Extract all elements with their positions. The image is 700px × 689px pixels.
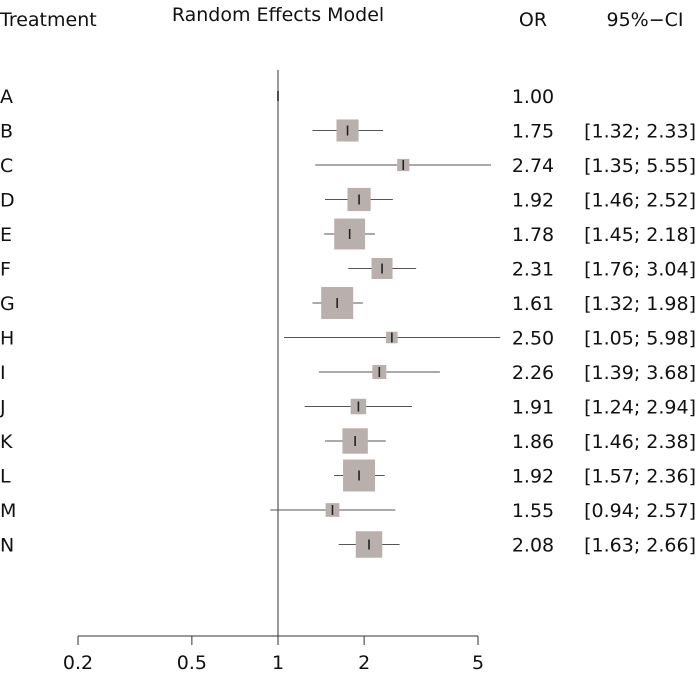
treatment-header: Treatment: [0, 9, 97, 31]
or-value: 1.92: [512, 190, 554, 212]
ci-value: [1.76; 3.04]: [584, 259, 696, 281]
ci-value: [1.35; 5.55]: [584, 155, 696, 177]
or-value: 2.31: [512, 259, 554, 281]
x-tick-label: 5: [472, 652, 484, 674]
or-value: 2.50: [512, 328, 554, 350]
ci-value: [1.05; 5.98]: [584, 328, 696, 350]
or-value: 1.55: [512, 500, 554, 522]
x-tick-label: 2: [358, 652, 370, 674]
treatment-label: M: [0, 500, 16, 522]
forest-row: I 2.26 [1.39; 3.68]: [0, 362, 696, 384]
forest-row: N 2.08 [1.63; 2.66]: [0, 531, 696, 558]
treatment-label: I: [0, 362, 6, 384]
ci-value: [1.32; 2.33]: [584, 121, 696, 143]
ci-value: [1.45; 2.18]: [584, 224, 696, 246]
or-header: OR: [519, 9, 547, 31]
chart-title: Random Effects Model: [172, 4, 384, 26]
treatment-label: K: [0, 431, 13, 453]
or-value: 1.75: [512, 121, 554, 143]
treatment-label: E: [0, 224, 12, 246]
treatment-label: H: [0, 328, 14, 350]
treatment-label: G: [0, 293, 15, 315]
or-value: 1.91: [512, 397, 554, 419]
rows-layer: A 1.00 B 1.75 [1.32; 2.33] C 2.74 [1.35; 5.55] D…: [0, 86, 696, 558]
forest-row: G 1.61 [1.32; 1.98]: [0, 287, 696, 319]
treatment-label: N: [0, 535, 14, 557]
or-value: 2.26: [512, 362, 554, 384]
ci-value: [1.46; 2.38]: [584, 431, 696, 453]
treatment-label: F: [0, 259, 11, 281]
forest-row: A 1.00: [0, 86, 554, 108]
forest-row: J 1.91 [1.24; 2.94]: [0, 397, 696, 419]
forest-row: F 2.31 [1.76; 3.04]: [0, 258, 696, 281]
or-value: 1.61: [512, 293, 554, 315]
or-value: 1.00: [512, 86, 554, 108]
or-value: 2.08: [512, 535, 554, 557]
forest-row: C 2.74 [1.35; 5.55]: [0, 155, 696, 177]
ci-value: [1.39; 3.68]: [584, 362, 696, 384]
treatment-label: A: [0, 86, 13, 108]
treatment-label: J: [0, 397, 6, 419]
ci-value: [1.57; 2.36]: [584, 466, 696, 488]
ci-value: [0.94; 2.57]: [584, 500, 696, 522]
x-tick-label: 1: [272, 652, 284, 674]
or-value: 1.78: [512, 224, 554, 246]
forest-row: H 2.50 [1.05; 5.98]: [0, 328, 696, 350]
or-value: 2.74: [512, 155, 554, 177]
treatment-label: D: [0, 190, 15, 212]
treatment-label: L: [0, 466, 11, 488]
forest-row: L 1.92 [1.57; 2.36]: [0, 459, 696, 492]
ci-value: [1.32; 1.98]: [584, 293, 696, 315]
ci-value: [1.63; 2.66]: [584, 535, 696, 557]
forest-row: M 1.55 [0.94; 2.57]: [0, 500, 696, 522]
forest-row: D 1.92 [1.46; 2.52]: [0, 187, 696, 212]
forest-row: B 1.75 [1.32; 2.33]: [0, 119, 696, 143]
ci-value: [1.46; 2.52]: [584, 190, 696, 212]
treatment-label: C: [0, 155, 13, 177]
forest-row: E 1.78 [1.45; 2.18]: [0, 218, 696, 250]
treatment-label: B: [0, 121, 13, 143]
ci-header: 95%−CI: [606, 9, 683, 31]
x-tick-label: 0.2: [63, 652, 93, 674]
x-axis: 0.2 0.5 1 2 5: [63, 635, 484, 674]
x-tick-label: 0.5: [177, 652, 207, 674]
or-value: 1.92: [512, 466, 554, 488]
or-value: 1.86: [512, 431, 554, 453]
ci-value: [1.24; 2.94]: [584, 397, 696, 419]
forest-row: K 1.86 [1.46; 2.38]: [0, 428, 696, 454]
